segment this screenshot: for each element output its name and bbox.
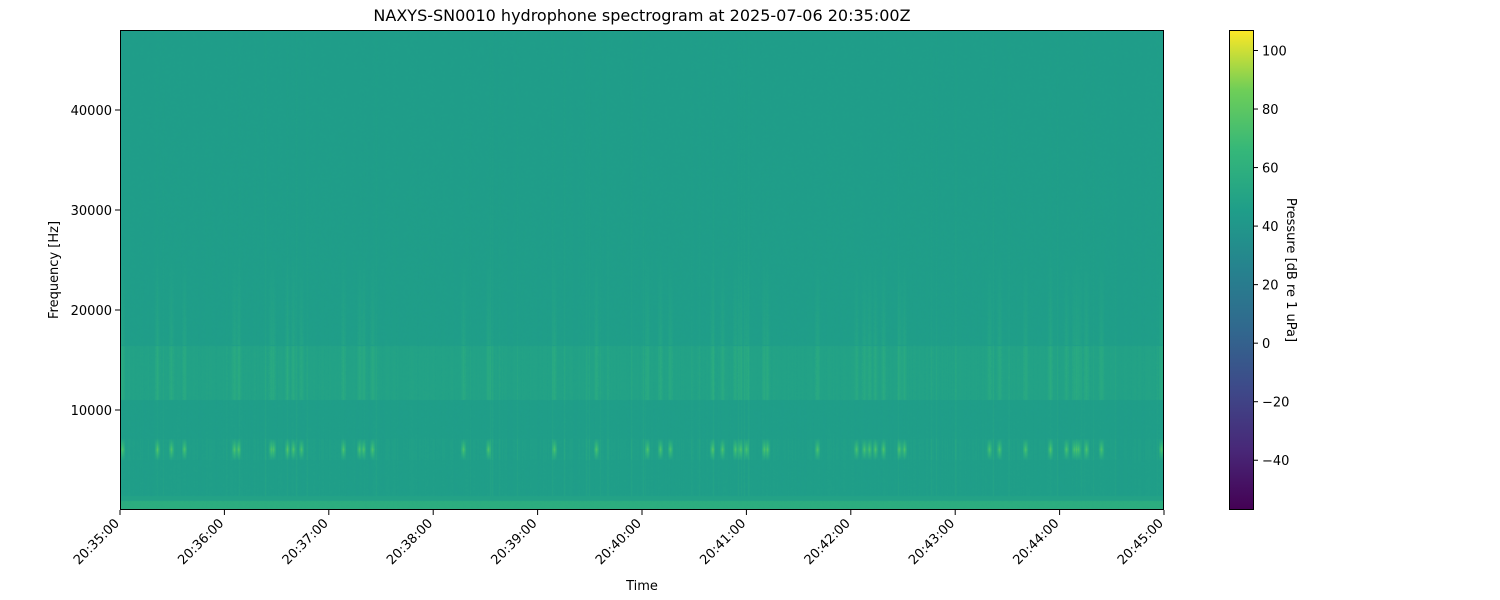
colorbar — [1229, 30, 1254, 510]
plot-frame — [120, 30, 1164, 510]
x-tick-label: 20:41:00 — [697, 516, 749, 568]
x-tick-label: 20:38:00 — [384, 516, 436, 568]
colorbar-tick-label: −40 — [1262, 454, 1289, 469]
y-tick-label: 20000 — [71, 304, 112, 319]
colorbar-tick-label: 80 — [1262, 103, 1279, 118]
x-tick-label: 20:42:00 — [802, 516, 854, 568]
colorbar-tick-label: 0 — [1262, 337, 1270, 352]
colorbar-tick-label: 100 — [1262, 44, 1287, 59]
colorbar-tick-label: −20 — [1262, 396, 1289, 411]
y-tick-label: 30000 — [71, 204, 112, 219]
colorbar-tick-label: 60 — [1262, 162, 1279, 177]
x-tick-label: 20:35:00 — [71, 516, 123, 568]
y-tick-label: 40000 — [71, 104, 112, 119]
y-axis: 10000 20000 30000 40000 — [71, 104, 120, 419]
colorbar-tick-label: 20 — [1262, 279, 1279, 294]
x-tick-label: 20:45:00 — [1115, 516, 1167, 568]
x-tick-label: 20:37:00 — [280, 516, 332, 568]
y-tick-label: 10000 — [71, 404, 112, 419]
x-axis: 20:35:00 20:36:00 20:37:00 20:38:00 20:39:00… — [71, 510, 1167, 568]
chart-title: NAXYS-SN0010 hydrophone spectrogram at 2… — [373, 6, 910, 25]
spectrogram-heatmap — [120, 30, 1164, 510]
x-tick-label: 20:36:00 — [175, 516, 227, 568]
colorbar-label: Pressure [dB re 1 uPa] — [1283, 198, 1298, 342]
x-tick-label: 20:40:00 — [593, 516, 645, 568]
x-tick-label: 20:39:00 — [489, 516, 541, 568]
x-tick-label: 20:43:00 — [906, 516, 958, 568]
colorbar-axis: −40 −20 0 20 40 60 80 100 — [1253, 44, 1289, 469]
x-tick-label: 20:44:00 — [1011, 516, 1063, 568]
x-axis-label: Time — [625, 579, 658, 594]
colorbar-tick-label: 40 — [1262, 220, 1279, 235]
y-axis-label: Frequency [Hz] — [47, 221, 62, 319]
